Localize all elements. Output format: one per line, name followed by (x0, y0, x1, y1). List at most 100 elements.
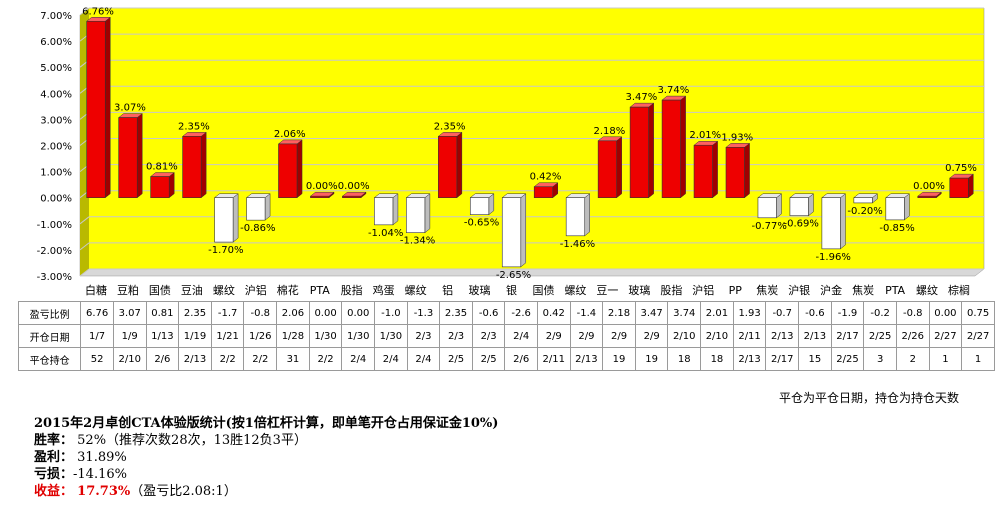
x-tick-label: 螺纹 (916, 283, 938, 297)
y-tick-label: -1.00% (37, 220, 72, 231)
bar-value-label: 2.18% (594, 126, 626, 137)
table-note: 平仓为平仓日期，持仓为持仓天数 (778, 391, 959, 405)
win-rate-label: 胜率： (34, 433, 74, 448)
table-cell: 2/6 (504, 347, 538, 371)
table-cell: 18 (700, 347, 734, 371)
bar-value-label: -0.77% (752, 221, 787, 232)
table-cell: -1.0 (374, 301, 408, 325)
bar-chart: 7.00% 6.00% 5.00% 4.00% 3.00% 2.00% 1.00% 0.00%… (37, 6, 985, 297)
bar-value-label: -1.70% (208, 245, 243, 256)
table-cell: 0.75 (961, 301, 995, 325)
bar (885, 197, 905, 221)
bar-side (264, 193, 271, 221)
bar-value-label: 0.00% (306, 181, 338, 192)
table-cell: -2.6 (504, 301, 538, 325)
bar-value-label: 0.75% (945, 163, 977, 174)
table-cell: 2/10 (700, 324, 734, 348)
table-cell: 1/13 (145, 324, 180, 348)
table-cell: 0.42 (536, 301, 571, 325)
table-cell: 2/9 (569, 324, 604, 348)
table-cell: 0.81 (145, 301, 180, 325)
table-cell: 52 (80, 347, 114, 371)
table-cell: 2/5 (471, 347, 506, 371)
bar-value-label: 6.76% (82, 6, 114, 17)
table-row: 盈亏比例 6.76 3.07 0.81 2.35 -1.7 -0.8 2.06 0.00 0.00… (17, 301, 995, 325)
table-cell: -1.3 (406, 301, 441, 325)
bar-value-label: -0.86% (240, 223, 275, 234)
bar-side (200, 131, 207, 199)
table-cell: -0.8 (243, 301, 278, 325)
table-cell: -0.6 (798, 301, 832, 325)
gridline-side (79, 242, 90, 251)
table-cell: 2/13 (765, 324, 800, 348)
table-cell: 2.06 (276, 301, 310, 325)
table-cell: -0.6 (471, 301, 506, 325)
x-tick-label: 白糖 (85, 283, 107, 297)
table-cell: 2/10 (112, 347, 147, 371)
summary-profit: 盈利： 31.89% (34, 449, 498, 466)
bar-value-label: -0.85% (879, 223, 914, 234)
bar-side (456, 131, 463, 199)
table-cell: 2/11 (732, 324, 767, 348)
bar-side (424, 193, 431, 234)
bar (86, 20, 106, 199)
bar-side (168, 172, 175, 199)
x-tick-label: 沪铝 (245, 283, 267, 297)
table-row: 开仓日期 1/7 1/9 1/13 1/19 1/21 1/26 1/28 1/30 1/30 1/… (17, 324, 995, 348)
table-cell: 1/30 (374, 324, 408, 348)
table-cell: 2/3 (406, 324, 441, 348)
plot-floor (79, 268, 985, 277)
table-cell: -0.2 (863, 301, 897, 325)
table-cell: 0.00 (341, 301, 376, 325)
x-tick-label: 螺纹 (564, 283, 586, 297)
table-cell: 18 (667, 347, 702, 371)
bar (533, 186, 554, 199)
x-tick-label: PTA (885, 284, 905, 297)
table-cell: 2/9 (602, 324, 636, 348)
table-cell: 2/2 (308, 347, 343, 371)
bar-side (584, 193, 590, 237)
x-tick-label: 沪铝 (692, 283, 714, 297)
bar (661, 99, 681, 198)
bar (182, 136, 202, 199)
bar-value-label: 3.47% (625, 92, 657, 103)
x-tick-label: 鸡蛋 (373, 283, 395, 297)
x-tick-label: 豆粕 (117, 283, 139, 297)
bar-value-label: 2.06% (274, 129, 306, 140)
x-tick-label: 焦炭 (852, 284, 874, 297)
table-cell: 1/28 (276, 324, 310, 348)
bar (789, 197, 809, 217)
y-tick-label: 4.00% (40, 89, 72, 100)
x-tick-label: 螺纹 (213, 283, 235, 297)
table-cell: 2/4 (374, 347, 408, 371)
y-tick-label: 0.00% (40, 194, 72, 205)
y-tick-label: 2.00% (40, 142, 72, 153)
table-cell: 2/5 (439, 347, 473, 371)
x-tick-label: 豆油 (181, 283, 203, 297)
profit-value: 31.89% (77, 450, 127, 465)
table-cell: 2 (895, 347, 930, 371)
x-tick-label: 棕榈 (948, 283, 970, 297)
table-cell: 2/13 (569, 347, 604, 371)
bar (821, 197, 841, 250)
bar-side (296, 139, 303, 199)
table-cell: 2/27 (928, 324, 963, 348)
table-cell: 1/9 (112, 324, 147, 348)
table-cell: 2/17 (765, 347, 800, 371)
table-cell: 2/9 (536, 324, 571, 348)
bar (406, 197, 426, 233)
table-cell: 2.01 (700, 301, 734, 325)
table-cell: 1/26 (243, 324, 278, 348)
y-tick-label: -2.00% (37, 246, 72, 257)
bar-value-label: 1.93% (721, 132, 753, 143)
bar-value-label: 2.01% (689, 130, 721, 141)
table-cell: -1.4 (569, 301, 604, 325)
gain-value: 17.73% (77, 484, 131, 499)
bar (949, 177, 969, 199)
table-cell: 1/21 (210, 324, 245, 348)
x-tick-label: 玻璃 (628, 283, 650, 297)
table-cell: 19 (602, 347, 636, 371)
table-cell: 31 (276, 347, 310, 371)
bar (278, 143, 298, 199)
y-tick-label: 1.00% (40, 168, 72, 179)
